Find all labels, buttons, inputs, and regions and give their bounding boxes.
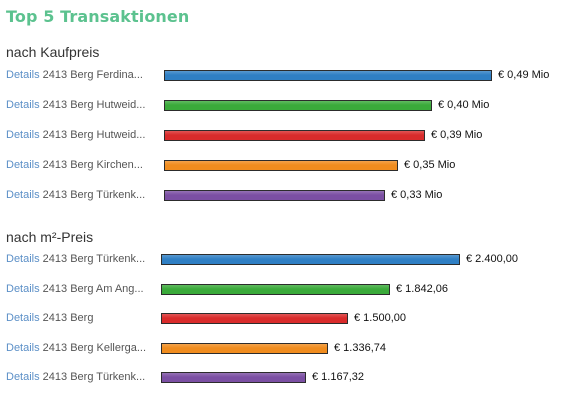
- chart0-row-2: Details 2413 Berg Hutweid... € 0,39 Mio: [0, 128, 569, 148]
- chart0-row-4: Details 2413 Berg Türkenk... € 0,33 Mio: [0, 188, 569, 208]
- chart1-category-label-3: 2413 Berg Kellerga...: [39, 341, 147, 354]
- chart1-row-2: Details 2413 Berg € 1.500,00: [0, 311, 569, 331]
- chart1-row-label-3: Details 2413 Berg Kellerga...: [6, 341, 146, 355]
- chart1-row-label-2: Details 2413 Berg: [6, 311, 93, 325]
- chart0-value-label-0: € 0,49 Mio: [498, 69, 550, 81]
- chart1-category-label-0: 2413 Berg Türkenk...: [39, 253, 146, 265]
- chart0-value-label-3: € 0,35 Mio: [404, 159, 456, 171]
- chart1-value-label-3: € 1.336,74: [334, 341, 386, 354]
- chart1-details-link-4[interactable]: Details: [6, 371, 40, 383]
- chart1-category-label-2: 2413 Berg: [39, 312, 94, 324]
- chart1-bar-4: [161, 372, 306, 383]
- chart0-row-label-1: Details 2413 Berg Hutweid...: [6, 98, 145, 112]
- chart0-category-label-1: 2413 Berg Hutweid...: [39, 99, 146, 111]
- chart0-value-label-4: € 0,33 Mio: [391, 189, 443, 201]
- chart0-details-link-3[interactable]: Details: [6, 159, 40, 171]
- chart0-category-label-2: 2413 Berg Hutweid...: [39, 129, 146, 141]
- chart1-row-label-1: Details 2413 Berg Am Ang...: [6, 282, 144, 296]
- chart1-bar-1: [161, 283, 390, 295]
- chart1-value-label-0: € 2.400,00: [466, 253, 518, 265]
- chart0-row-label-2: Details 2413 Berg Hutweid...: [6, 128, 145, 142]
- chart0-bar-4: [164, 190, 385, 201]
- chart0-details-link-1[interactable]: Details: [6, 99, 40, 111]
- chart1-details-link-1[interactable]: Details: [6, 282, 40, 295]
- chart1-bar-0: [161, 254, 460, 265]
- chart1-category-label-4: 2413 Berg Türkenk...: [39, 371, 146, 383]
- chart1-value-label-1: € 1.842,06: [396, 282, 448, 295]
- chart1-category-label-1: 2413 Berg Am Ang...: [39, 282, 144, 295]
- chart1-row-label-4: Details 2413 Berg Türkenk...: [6, 370, 145, 384]
- page-title: Top 5 Transaktionen: [6, 7, 190, 26]
- chart1-bar-3: [161, 342, 328, 354]
- chart1-row-3: Details 2413 Berg Kellerga... € 1.336,74: [0, 341, 569, 361]
- chart0-bar-2: [164, 130, 425, 141]
- chart0-row-1: Details 2413 Berg Hutweid... € 0,40 Mio: [0, 98, 569, 118]
- chart0-details-link-0[interactable]: Details: [6, 69, 40, 81]
- chart1-value-label-2: € 1.500,00: [354, 312, 406, 324]
- chart0-details-link-2[interactable]: Details: [6, 129, 40, 141]
- chart0-row-label-3: Details 2413 Berg Kirchen...: [6, 158, 143, 172]
- chart1-row-0: Details 2413 Berg Türkenk... € 2.400,00: [0, 252, 569, 272]
- chart0-bar-0: [164, 70, 492, 81]
- chart1-row-1: Details 2413 Berg Am Ang... € 1.842,06: [0, 282, 569, 302]
- chart0-row-label-4: Details 2413 Berg Türkenk...: [6, 188, 145, 202]
- chart0-row-3: Details 2413 Berg Kirchen... € 0,35 Mio: [0, 158, 569, 178]
- chart0-category-label-3: 2413 Berg Kirchen...: [39, 159, 143, 171]
- chart0-value-label-1: € 0,40 Mio: [438, 99, 490, 111]
- chart0-row-0: Details 2413 Berg Ferdina... € 0,49 Mio: [0, 68, 569, 88]
- chart0-details-link-4[interactable]: Details: [6, 189, 40, 201]
- chart1-details-link-0[interactable]: Details: [6, 253, 40, 265]
- chart0-category-label-4: 2413 Berg Türkenk...: [39, 189, 146, 201]
- chart0-value-label-2: € 0,39 Mio: [431, 129, 483, 141]
- chart1-value-label-4: € 1.167,32: [312, 371, 364, 383]
- chart0-bar-3: [164, 160, 398, 171]
- chart1-row-label-0: Details 2413 Berg Türkenk...: [6, 252, 145, 266]
- section-title-kaufpreis: nach Kaufpreis: [6, 44, 100, 60]
- chart1-details-link-2[interactable]: Details: [6, 312, 40, 324]
- chart0-category-label-0: 2413 Berg Ferdina...: [39, 69, 143, 81]
- chart0-bar-1: [164, 100, 432, 111]
- chart0-row-label-0: Details 2413 Berg Ferdina...: [6, 68, 143, 82]
- chart1-bar-2: [161, 313, 348, 324]
- chart1-row-4: Details 2413 Berg Türkenk... € 1.167,32: [0, 370, 569, 390]
- section-title-m2-preis: nach m²-Preis: [6, 229, 94, 245]
- chart1-details-link-3[interactable]: Details: [6, 341, 40, 354]
